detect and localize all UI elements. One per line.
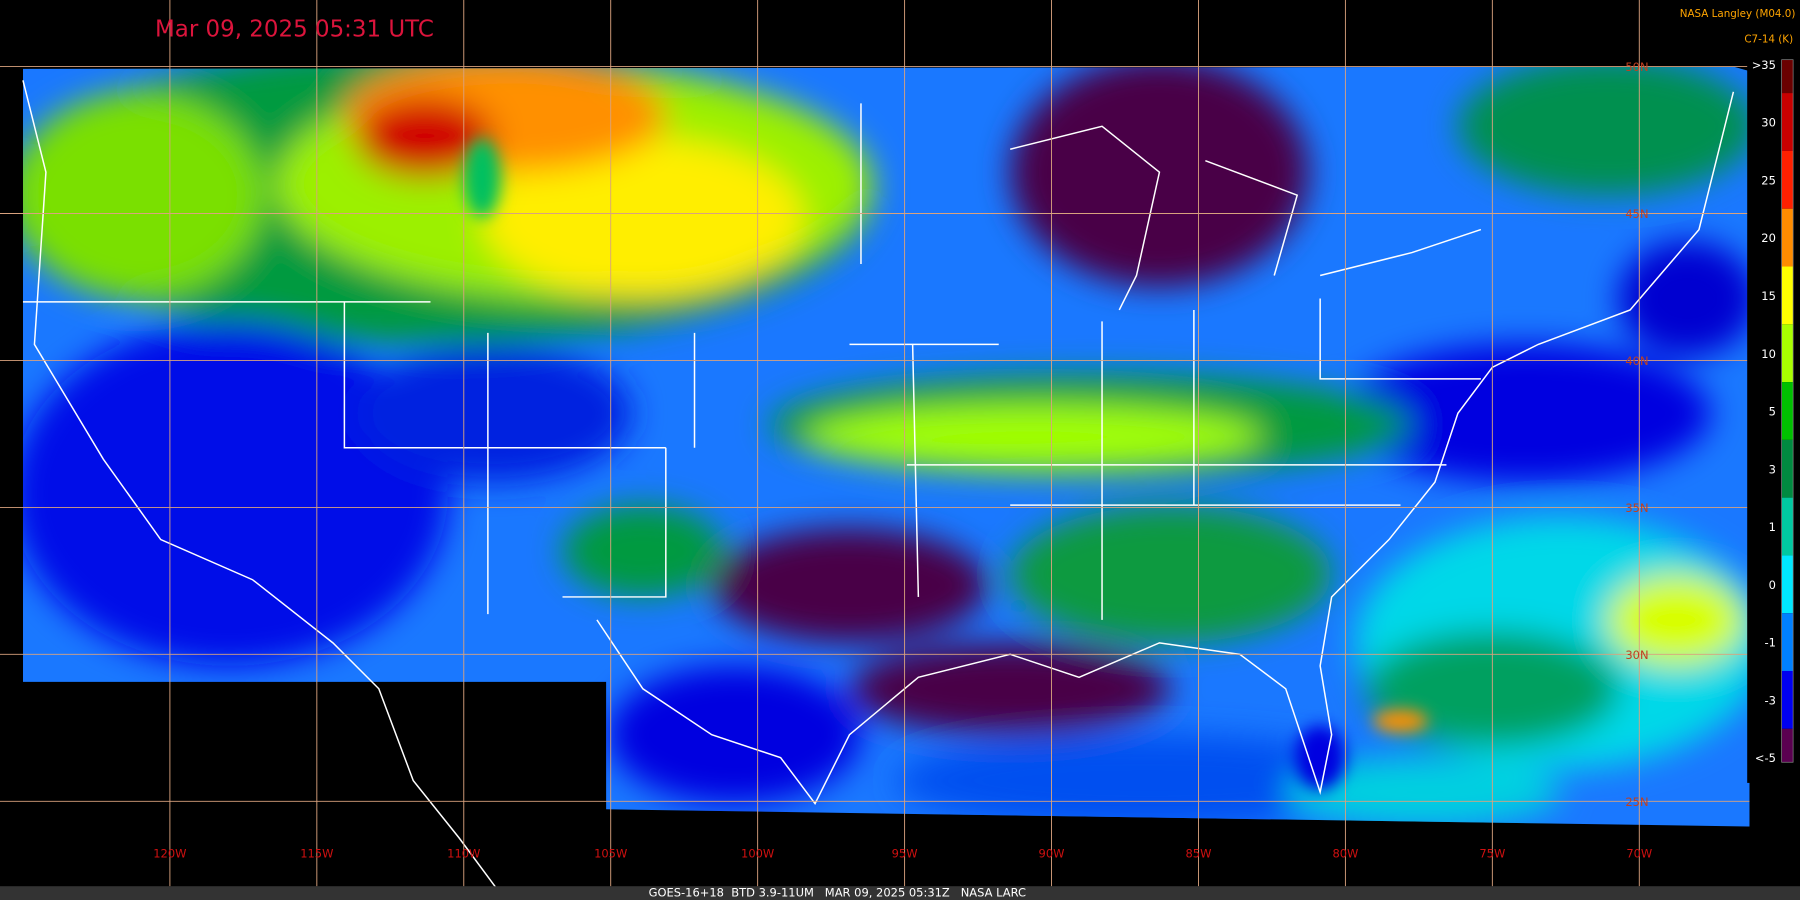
longitude-label: 120W xyxy=(153,847,186,861)
latitude-label: 30N xyxy=(1625,648,1648,662)
colorbar-segment xyxy=(1781,93,1794,151)
colorbar-segment xyxy=(1781,150,1794,209)
latitude-label: 50N xyxy=(1625,60,1648,74)
longitude-label: 70W xyxy=(1626,847,1652,861)
colorbar-segment xyxy=(1781,382,1794,440)
longitude-label: 110W xyxy=(447,847,480,861)
graticule xyxy=(0,0,1750,887)
colorbar-label: 1 xyxy=(1769,520,1776,534)
colorbar-label: 0 xyxy=(1769,578,1776,592)
longitude-label: 85W xyxy=(1186,847,1212,861)
colorbar-label: 10 xyxy=(1761,347,1776,361)
colorbar-label: 15 xyxy=(1761,289,1776,303)
longitude-label: 105W xyxy=(594,847,627,861)
colorbar-segment xyxy=(1781,208,1794,267)
colorbar-segment xyxy=(1781,59,1794,118)
colorbar-segment xyxy=(1781,670,1794,729)
colorbar-segment xyxy=(1781,439,1794,498)
colorbar-label: 30 xyxy=(1761,116,1776,130)
credit: NASA Langley (M04.0) xyxy=(1680,8,1796,20)
colorbar-label: 25 xyxy=(1761,173,1776,187)
colorbar-label: 5 xyxy=(1769,405,1776,419)
footer-bar xyxy=(0,886,1800,900)
latitude-label: 25N xyxy=(1625,795,1648,809)
colorbar-label: -3 xyxy=(1764,693,1775,707)
longitude-label: 100W xyxy=(741,847,774,861)
colorbar-label: 3 xyxy=(1769,462,1776,476)
longitude-label: 95W xyxy=(892,847,918,861)
colorbar-segment xyxy=(1781,555,1794,614)
latitude-label: 35N xyxy=(1625,501,1648,515)
timestamp-title: Mar 09, 2025 05:31 UTC xyxy=(155,17,434,43)
latitude-label: 45N xyxy=(1625,207,1648,221)
colorbar-segment xyxy=(1781,497,1794,556)
labels: 120W 115W 110W 105W 100W 95W 90W 85W 80W 75W 70W 50… xyxy=(153,60,1652,860)
colorbar-segment xyxy=(1781,728,1794,763)
footer: GOES-16+18 BTD 3.9-11UM MAR 09, 2025 05:… xyxy=(649,886,1026,900)
colorbar-label: <-5 xyxy=(1755,751,1776,765)
latitude-label: 40N xyxy=(1625,354,1648,368)
colorbar-frame xyxy=(1781,59,1794,763)
colorbar-title: C7-14 (K) xyxy=(1744,33,1793,45)
colorbar-label: 20 xyxy=(1761,231,1776,245)
colorbar-segment xyxy=(1781,613,1794,671)
longitude-label: 115W xyxy=(300,847,333,861)
longitude-label: 75W xyxy=(1479,847,1505,861)
longitude-label: 90W xyxy=(1039,847,1065,861)
longitude-label: 80W xyxy=(1332,847,1358,861)
colorbar-label: -1 xyxy=(1764,636,1775,650)
colorbar-segment xyxy=(1781,266,1794,325)
colorbar-label: >35 xyxy=(1752,58,1776,72)
colorbar-segment xyxy=(1781,324,1794,383)
